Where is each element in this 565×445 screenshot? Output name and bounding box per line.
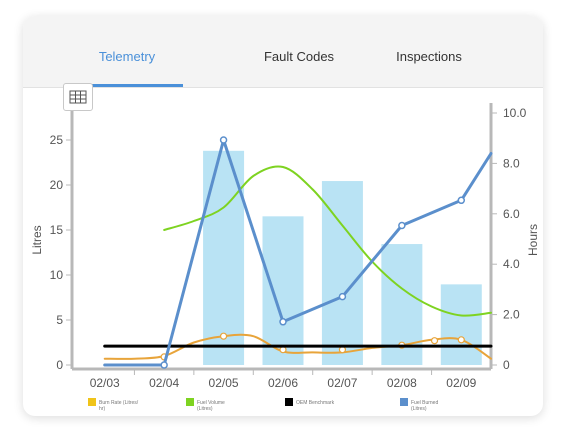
left-tick-label: 25 [50,133,64,147]
right-tick-label: 4.0 [503,257,520,271]
tab-telemetry[interactable]: Telemetry [98,49,156,64]
hours-bar [440,284,482,365]
table-icon [69,90,87,104]
series-point [398,221,406,230]
legend-label: Burn Rate (Litres/hr) [99,400,139,412]
left-tick-label: 0 [56,358,63,372]
legend-label: Fuel Volume (Litres) [197,400,225,412]
left-tick-label: 15 [50,223,64,237]
legend-label: Fuel Burned (Litres) [411,400,438,412]
legend-label: OEM Benchmark [296,400,335,406]
series-point [338,292,347,301]
x-tick-label: 02/04 [149,376,179,390]
left-tick-label: 5 [56,313,63,327]
series-point [219,136,228,144]
tab-fault-codes[interactable]: Fault Codes [263,49,335,64]
series-point [279,318,287,326]
series-line [163,165,492,317]
left-axis-title: Litres [30,225,44,254]
left-tick-label: 20 [50,178,64,192]
hours-bar [321,181,363,365]
table-toggle-button[interactable] [63,83,93,111]
series-point [457,196,466,205]
right-axis-title: Hours [526,224,540,256]
legend-swatch [186,398,194,406]
series-line [103,138,493,367]
hours-bar [262,216,304,365]
left-tick-label: 10 [50,268,64,282]
series-point [430,337,439,345]
x-tick-label: 02/05 [209,376,239,390]
tab-bar: Telemetry Fault Codes Inspections [23,16,543,88]
right-tick-label: 10.0 [503,106,527,120]
active-tab-indicator [71,84,183,87]
series-point [457,336,465,344]
tab-inspections[interactable]: Inspections [396,49,462,64]
right-tick-label: 6.0 [503,207,520,221]
x-tick-label: 02/03 [90,376,120,390]
x-tick-label: 02/09 [446,376,476,390]
legend-swatch [400,398,408,406]
series-point [160,361,168,369]
legend-swatch [88,398,96,406]
legend-swatch [285,398,293,406]
x-tick-label: 02/06 [268,376,298,390]
series-point [219,332,228,340]
right-tick-label: 8.0 [503,156,520,170]
right-tick-label: 2.0 [503,308,520,322]
x-tick-label: 02/07 [327,376,357,390]
right-tick-label: 0 [503,358,510,372]
x-tick-label: 02/08 [387,376,417,390]
